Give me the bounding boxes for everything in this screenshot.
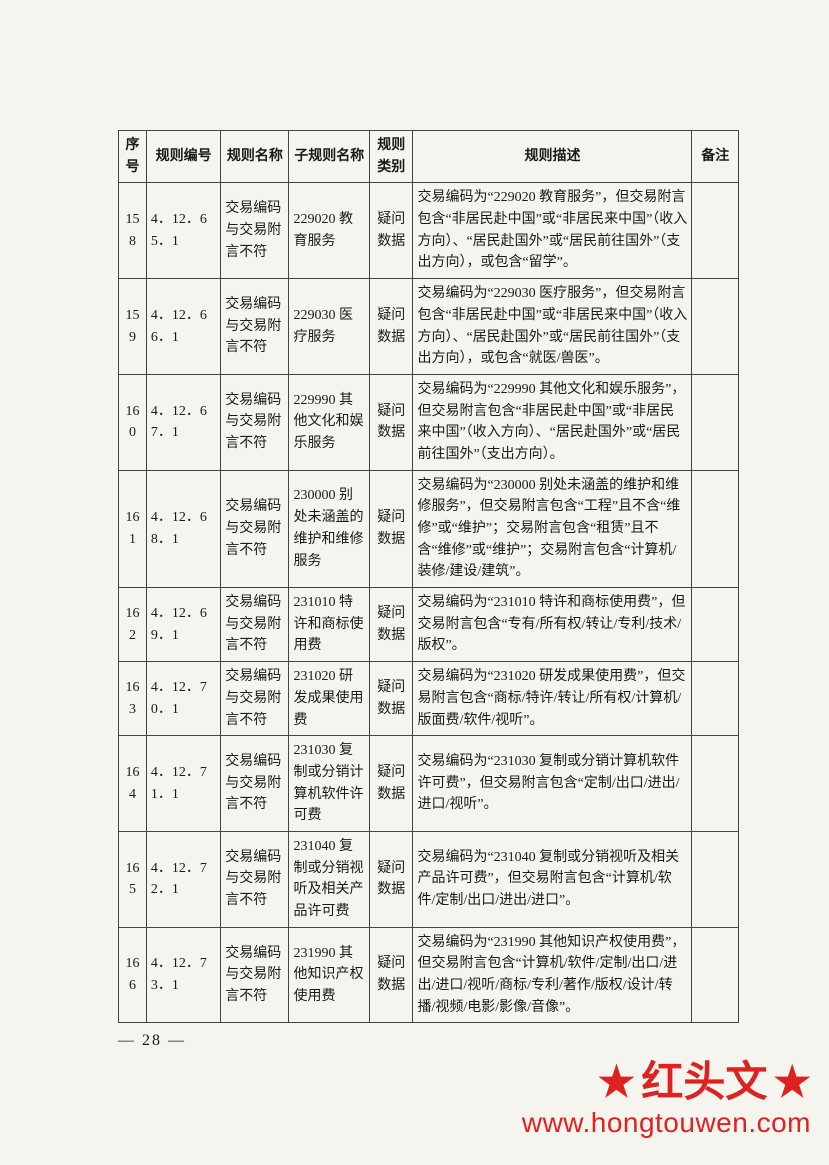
table-row: 1614．12．68．1交易编码与交易附言不符230000 别处未涵盖的维护和维… bbox=[119, 470, 739, 587]
table-body: 1584．12．65．1交易编码与交易附言不符229020 教育服务疑问数据交易… bbox=[119, 183, 739, 1023]
cell-sub: 231030 复制或分销计算机软件许可费 bbox=[289, 736, 370, 832]
table-header: 序号 规则编号 规则名称 子规则名称 规则类别 规则描述 备注 bbox=[119, 131, 739, 183]
cell-desc: 交易编码为“231020 研发成果使用费”，但交易附言包含“商标/特许/转让/所… bbox=[413, 662, 692, 736]
table-row: 1644．12．71．1交易编码与交易附言不符231030 复制或分销计算机软件… bbox=[119, 736, 739, 832]
table-row: 1624．12．69．1交易编码与交易附言不符231010 特许和商标使用费疑问… bbox=[119, 588, 739, 662]
cell-name: 交易编码与交易附言不符 bbox=[221, 927, 289, 1023]
cell-note bbox=[692, 470, 739, 587]
cell-note bbox=[692, 736, 739, 832]
cell-cat: 疑问数据 bbox=[370, 927, 413, 1023]
star-icon: ★ bbox=[598, 1061, 636, 1103]
cell-desc: 交易编码为“230000 别处未涵盖的维护和维修服务”，但交易附言包含“工程”且… bbox=[413, 470, 692, 587]
cell-cat: 疑问数据 bbox=[370, 183, 413, 279]
cell-name: 交易编码与交易附言不符 bbox=[221, 736, 289, 832]
cell-cat: 疑问数据 bbox=[370, 588, 413, 662]
table-row: 1634．12．70．1交易编码与交易附言不符231020 研发成果使用费疑问数… bbox=[119, 662, 739, 736]
col-note: 备注 bbox=[692, 131, 739, 183]
watermark-url: www.hongtouwen.com bbox=[522, 1107, 811, 1139]
cell-name: 交易编码与交易附言不符 bbox=[221, 183, 289, 279]
cell-code: 4．12．67．1 bbox=[146, 374, 220, 470]
cell-seq: 165 bbox=[119, 831, 147, 927]
cell-desc: 交易编码为“229030 医疗服务”，但交易附言包含“非居民赴中国”或“非居民来… bbox=[413, 279, 692, 375]
cell-cat: 疑问数据 bbox=[370, 279, 413, 375]
col-desc: 规则描述 bbox=[413, 131, 692, 183]
cell-note bbox=[692, 662, 739, 736]
table-row: 1594．12．66．1交易编码与交易附言不符229030 医疗服务疑问数据交易… bbox=[119, 279, 739, 375]
cell-note bbox=[692, 183, 739, 279]
col-sub: 子规则名称 bbox=[289, 131, 370, 183]
cell-cat: 疑问数据 bbox=[370, 831, 413, 927]
cell-sub: 230000 别处未涵盖的维护和维修服务 bbox=[289, 470, 370, 587]
cell-seq: 158 bbox=[119, 183, 147, 279]
table-row: 1584．12．65．1交易编码与交易附言不符229020 教育服务疑问数据交易… bbox=[119, 183, 739, 279]
cell-cat: 疑问数据 bbox=[370, 374, 413, 470]
cell-seq: 162 bbox=[119, 588, 147, 662]
cell-seq: 163 bbox=[119, 662, 147, 736]
table-row: 1654．12．72．1交易编码与交易附言不符231040 复制或分销视听及相关… bbox=[119, 831, 739, 927]
cell-desc: 交易编码为“231040 复制或分销视听及相关产品许可费”，但交易附言包含“计算… bbox=[413, 831, 692, 927]
cell-note bbox=[692, 374, 739, 470]
cell-code: 4．12．68．1 bbox=[146, 470, 220, 587]
cell-seq: 159 bbox=[119, 279, 147, 375]
cell-code: 4．12．70．1 bbox=[146, 662, 220, 736]
document-page: 序号 规则编号 规则名称 子规则名称 规则类别 规则描述 备注 1584．12．… bbox=[0, 0, 829, 1165]
cell-seq: 161 bbox=[119, 470, 147, 587]
cell-name: 交易编码与交易附言不符 bbox=[221, 588, 289, 662]
cell-name: 交易编码与交易附言不符 bbox=[221, 662, 289, 736]
cell-note bbox=[692, 927, 739, 1023]
cell-code: 4．12．65．1 bbox=[146, 183, 220, 279]
col-code: 规则编号 bbox=[146, 131, 220, 183]
cell-note bbox=[692, 831, 739, 927]
cell-name: 交易编码与交易附言不符 bbox=[221, 470, 289, 587]
cell-sub: 229030 医疗服务 bbox=[289, 279, 370, 375]
cell-note bbox=[692, 588, 739, 662]
rules-table: 序号 规则编号 规则名称 子规则名称 规则类别 规则描述 备注 1584．12．… bbox=[118, 130, 739, 1023]
page-number: — 28 — bbox=[118, 1032, 186, 1050]
cell-cat: 疑问数据 bbox=[370, 736, 413, 832]
cell-sub: 231020 研发成果使用费 bbox=[289, 662, 370, 736]
cell-sub: 229020 教育服务 bbox=[289, 183, 370, 279]
cell-name: 交易编码与交易附言不符 bbox=[221, 279, 289, 375]
cell-seq: 164 bbox=[119, 736, 147, 832]
table-row: 1604．12．67．1交易编码与交易附言不符229990 其他文化和娱乐服务疑… bbox=[119, 374, 739, 470]
col-cat: 规则类别 bbox=[370, 131, 413, 183]
cell-sub: 229990 其他文化和娱乐服务 bbox=[289, 374, 370, 470]
cell-sub: 231010 特许和商标使用费 bbox=[289, 588, 370, 662]
cell-desc: 交易编码为“231990 其他知识产权使用费”，但交易附言包含“计算机/软件/定… bbox=[413, 927, 692, 1023]
cell-code: 4．12．73．1 bbox=[146, 927, 220, 1023]
cell-seq: 160 bbox=[119, 374, 147, 470]
cell-desc: 交易编码为“229990 其他文化和娱乐服务”，但交易附言包含“非居民赴中国”或… bbox=[413, 374, 692, 470]
cell-code: 4．12．69．1 bbox=[146, 588, 220, 662]
cell-code: 4．12．72．1 bbox=[146, 831, 220, 927]
cell-code: 4．12．71．1 bbox=[146, 736, 220, 832]
cell-desc: 交易编码为“231030 复制或分销计算机软件许可费”，但交易附言包含“定制/出… bbox=[413, 736, 692, 832]
cell-sub: 231040 复制或分销视听及相关产品许可费 bbox=[289, 831, 370, 927]
star-icon: ★ bbox=[773, 1061, 811, 1103]
cell-desc: 交易编码为“229020 教育服务”，但交易附言包含“非居民赴中国”或“非居民来… bbox=[413, 183, 692, 279]
cell-name: 交易编码与交易附言不符 bbox=[221, 374, 289, 470]
watermark-text: 红头文 bbox=[641, 1061, 767, 1103]
table-row: 1664．12．73．1交易编码与交易附言不符231990 其他知识产权使用费疑… bbox=[119, 927, 739, 1023]
cell-cat: 疑问数据 bbox=[370, 470, 413, 587]
cell-sub: 231990 其他知识产权使用费 bbox=[289, 927, 370, 1023]
cell-name: 交易编码与交易附言不符 bbox=[221, 831, 289, 927]
cell-seq: 166 bbox=[119, 927, 147, 1023]
col-name: 规则名称 bbox=[221, 131, 289, 183]
cell-code: 4．12．66．1 bbox=[146, 279, 220, 375]
cell-desc: 交易编码为“231010 特许和商标使用费”，但交易附言包含“专有/所有权/转让… bbox=[413, 588, 692, 662]
cell-note bbox=[692, 279, 739, 375]
watermark: ★ 红头文 ★ www.hongtouwen.com bbox=[522, 1061, 811, 1139]
cell-cat: 疑问数据 bbox=[370, 662, 413, 736]
col-seq: 序号 bbox=[119, 131, 147, 183]
